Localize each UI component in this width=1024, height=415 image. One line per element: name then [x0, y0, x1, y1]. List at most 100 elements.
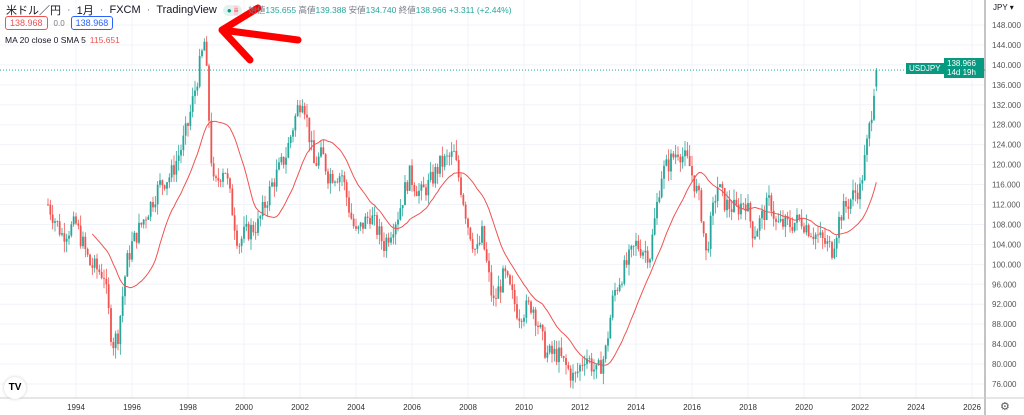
candle-body	[579, 365, 581, 372]
candle-body	[338, 176, 341, 183]
candle-body	[469, 227, 472, 240]
candle-body	[693, 175, 696, 192]
candle-body	[721, 184, 724, 189]
candle-body	[313, 140, 315, 164]
candle-body	[530, 301, 532, 313]
candle-body	[567, 364, 570, 369]
candle-body	[364, 216, 367, 229]
candle-body	[642, 252, 644, 256]
candle-body	[558, 347, 560, 363]
candle-body	[166, 182, 168, 189]
candle-body	[264, 201, 266, 208]
candle-body	[474, 249, 476, 250]
candle-body	[784, 216, 787, 227]
candle-body	[51, 214, 54, 223]
candle-body	[371, 215, 374, 225]
candle-body	[681, 156, 684, 163]
candle-body	[261, 201, 264, 217]
settings-gear-icon[interactable]: ⚙	[1000, 401, 1010, 413]
candle-body	[674, 154, 677, 158]
x-tick-label: 2026	[963, 403, 981, 412]
candle-body	[100, 271, 103, 278]
candle-body	[656, 201, 658, 219]
candle-body	[121, 296, 124, 316]
candle-body	[826, 241, 829, 244]
candle-body	[821, 232, 824, 239]
candle-body	[418, 190, 420, 197]
x-tick-label: 2010	[515, 403, 533, 412]
candle-body	[135, 232, 138, 243]
chart-legend: 米ドル／円 · 1月 · FXCM · TradingView ● ≡ 始値135.65…	[6, 4, 512, 17]
candle-body	[553, 348, 556, 354]
candle-body	[672, 153, 675, 158]
candle-body	[623, 260, 626, 284]
candle-body	[807, 225, 810, 237]
market-status-pill[interactable]: ● ≡	[222, 4, 243, 16]
candle-body	[679, 156, 682, 163]
sell-button[interactable]: 138.968	[5, 16, 48, 30]
candle-body	[404, 182, 406, 206]
x-tick-label: 2006	[403, 403, 421, 412]
candle-body	[670, 153, 672, 172]
candle-body	[250, 224, 252, 240]
candle-body	[805, 225, 808, 233]
candle-body	[842, 201, 845, 221]
candle-body	[467, 218, 469, 228]
candle-body	[546, 352, 549, 358]
candle-body	[590, 358, 593, 372]
candle-body	[163, 185, 166, 189]
candle-body	[84, 236, 87, 249]
currency-selector[interactable]: JPY ▾	[993, 3, 1014, 12]
candle-body	[849, 199, 852, 209]
candle-body	[317, 156, 320, 166]
candle-body	[103, 277, 105, 279]
candle-body	[560, 347, 563, 357]
status-dot-icon: ●	[226, 5, 232, 15]
indicator-legend[interactable]: MA 20 close 0 SMA 5 115.651	[5, 35, 120, 45]
ohlc-values: 始値135.655 高値139.388 安値134.740 終値138.966 …	[248, 5, 512, 15]
candle-body	[707, 248, 710, 251]
last-price-label: 138.966 14d 19h	[944, 58, 984, 78]
candle-body	[112, 341, 115, 349]
candle-body	[191, 96, 194, 112]
candle-body	[772, 210, 775, 219]
candle-body	[378, 226, 381, 235]
candle-body	[271, 182, 273, 187]
candle-body	[359, 222, 362, 227]
candle-body	[817, 234, 819, 236]
candle-body	[420, 184, 423, 191]
candle-body	[716, 187, 719, 202]
candle-body	[506, 271, 509, 276]
candle-body	[658, 197, 661, 202]
candle-body	[394, 224, 397, 235]
candle-body	[61, 233, 63, 235]
interval[interactable]: 1月	[76, 5, 94, 17]
candle-body	[334, 181, 336, 183]
candle-body	[327, 171, 329, 184]
candle-body	[534, 309, 537, 326]
candle-body	[177, 155, 180, 161]
candle-body	[243, 226, 245, 239]
candle-body	[677, 154, 679, 157]
candle-body	[203, 41, 206, 51]
candle-body	[390, 237, 392, 243]
symbol-name[interactable]: 米ドル／円	[6, 5, 61, 17]
candle-body	[352, 218, 355, 227]
candle-body	[569, 368, 572, 381]
x-tick-label: 2012	[571, 403, 589, 412]
candle-body	[866, 138, 868, 155]
candle-body	[597, 360, 600, 365]
candle-body	[119, 315, 122, 344]
candle-body	[618, 284, 621, 291]
candle-body	[490, 272, 493, 296]
tradingview-logo[interactable]: TV	[4, 377, 26, 399]
candle-body	[765, 197, 768, 220]
candle-body	[831, 242, 833, 258]
candle-body	[562, 356, 565, 359]
buy-button[interactable]: 138.968	[70, 16, 114, 30]
candle-body	[77, 223, 80, 226]
candle-body	[861, 180, 864, 184]
candle-body	[385, 237, 388, 251]
candle-body	[301, 105, 304, 113]
